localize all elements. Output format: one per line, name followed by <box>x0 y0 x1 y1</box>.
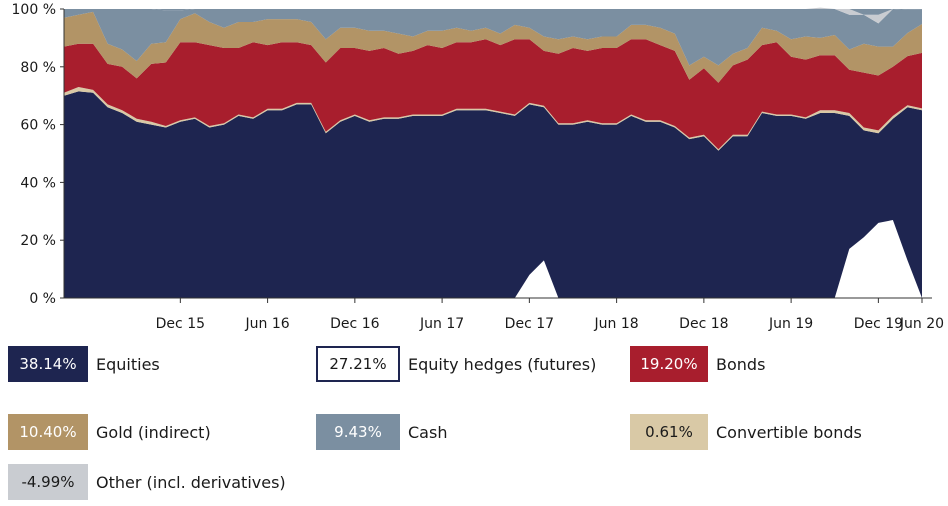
y-tick-label: 100 % <box>12 2 56 18</box>
area-other-incl-derivatives <box>64 7 922 24</box>
legend-swatch-equities: 38.14% <box>8 346 88 382</box>
legend-item-cash: 9.43% Cash <box>316 414 447 450</box>
legend-label-equity-hedges: Equity hedges (futures) <box>408 354 597 374</box>
y-tick-label: 20 % <box>20 233 56 249</box>
legend-swatch-other: -4.99% <box>8 464 88 500</box>
x-tick-label: Jun 16 <box>245 316 290 332</box>
x-tick-label: Jun 19 <box>768 316 813 332</box>
y-tick-label: 60 % <box>20 118 56 134</box>
x-tick-label: Jun 20 <box>899 316 944 332</box>
legend-item-bonds: 19.20% Bonds <box>630 346 765 382</box>
x-tick-label: Dec 16 <box>330 316 379 332</box>
legend-label-bonds: Bonds <box>716 354 766 374</box>
area-cash <box>64 9 922 66</box>
legend-label-other: Other (incl. derivatives) <box>96 472 286 492</box>
y-tick-label: 80 % <box>20 60 56 76</box>
stacked-area-chart: 0 % 20 % 40 % 60 % 80 % 100 % Dec 15 Jun 16 Dec … <box>12 2 945 332</box>
legend-item-gold: 10.40% Gold (indirect) <box>8 414 211 450</box>
legend-item-other: -4.99% Other (incl. derivatives) <box>8 464 286 500</box>
area-equities <box>64 91 922 299</box>
area-gold-indirect <box>64 11 922 83</box>
legend-swatch-gold: 10.40% <box>8 414 88 450</box>
legend-swatch-cash: 9.43% <box>316 414 400 450</box>
legend-swatch-bonds: 19.20% <box>630 346 708 382</box>
y-tick-label: 40 % <box>20 175 56 191</box>
x-tick-label: Jun 17 <box>419 316 464 332</box>
legend-label-cash: Cash <box>408 422 448 442</box>
x-tick-label: Dec 15 <box>156 316 205 332</box>
x-tick-label: Dec 17 <box>505 316 554 332</box>
legend-item-convertible-bonds: 0.61% Convertible bonds <box>630 414 862 450</box>
legend-swatch-convertible-bonds: 0.61% <box>630 414 708 450</box>
legend-label-gold: Gold (indirect) <box>96 422 211 442</box>
legend-swatch-equity-hedges: 27.21% <box>316 346 400 382</box>
area-bonds <box>64 39 922 150</box>
legend-item-equities: 38.14% Equities <box>8 346 160 382</box>
legend-item-equity-hedges: 27.21% Equity hedges (futures) <box>316 346 596 382</box>
legend-label-equities: Equities <box>96 354 160 374</box>
x-tick-label: Jun 18 <box>594 316 639 332</box>
y-tick-label: 0 % <box>29 291 56 307</box>
x-tick-label: Dec 18 <box>679 316 728 332</box>
legend-label-convertible-bonds: Convertible bonds <box>716 422 862 442</box>
x-tick-label: Dec 19 <box>854 316 903 332</box>
